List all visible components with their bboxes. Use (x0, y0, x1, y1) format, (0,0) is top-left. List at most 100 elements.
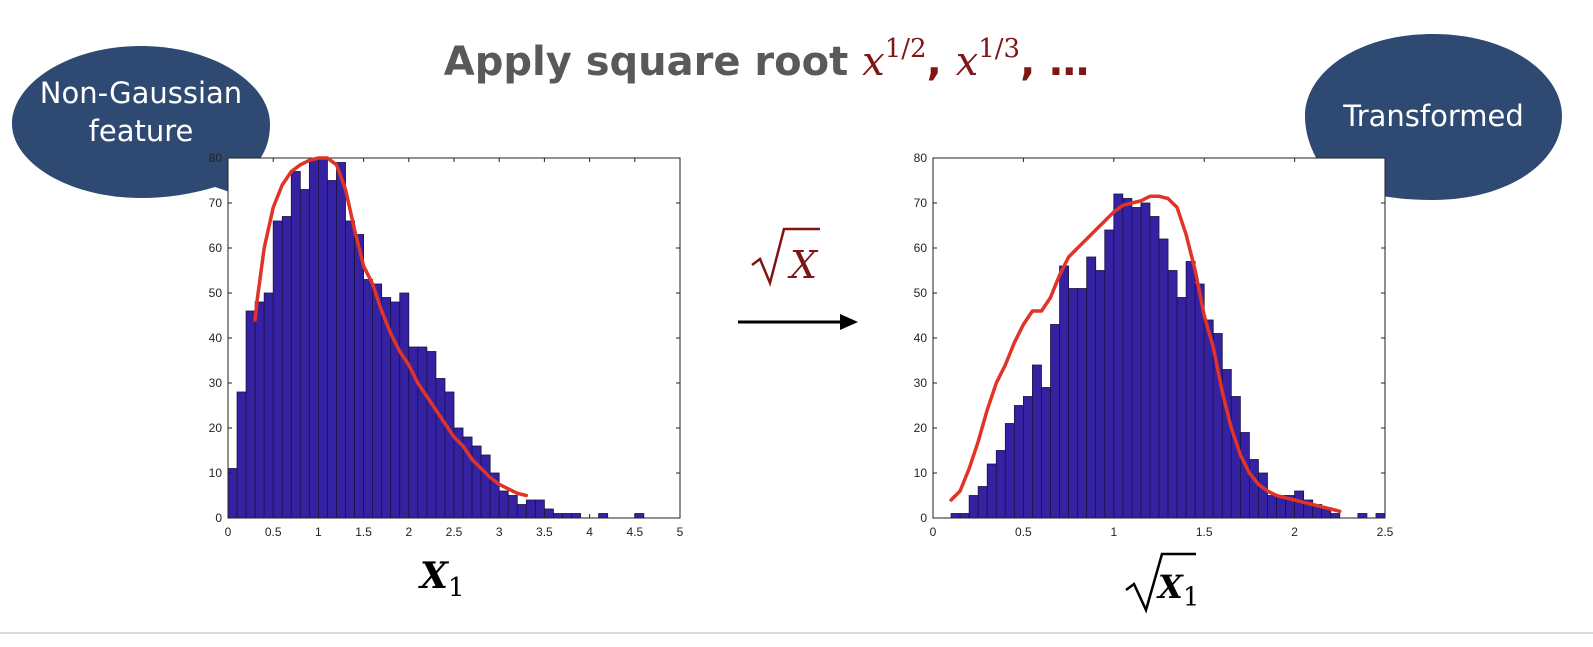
left-bar (426, 351, 437, 519)
right-bar (1041, 387, 1051, 519)
left-fit-curve (253, 156, 529, 498)
right-bar (1022, 396, 1033, 519)
left-x-tick-label: 3.5 (536, 525, 553, 539)
title-term-1: x1/2 (862, 34, 926, 85)
left-bar (516, 504, 527, 519)
right-y-tick-label: 80 (914, 151, 928, 165)
title-term-2-exp: 1/3 (978, 34, 1021, 64)
left-y-tick-label: 50 (209, 286, 223, 300)
title-ellipsis: … (1049, 39, 1090, 85)
right-bar (1032, 364, 1042, 519)
right-x-tick-label: 0 (930, 525, 937, 539)
right-y-tick-label: 70 (914, 196, 928, 210)
right-bar (1158, 238, 1169, 519)
title-term-1-exp: 1/2 (884, 34, 927, 64)
right-bar (1131, 207, 1142, 519)
title-term-2: x1/3 (955, 34, 1020, 85)
left-x-tick-label: 2 (405, 525, 412, 539)
transform-radicand: X (790, 243, 818, 287)
left-bar (272, 220, 283, 519)
left-bar (236, 391, 247, 519)
right-bar (950, 513, 961, 519)
left-bar (525, 499, 536, 519)
left-x-tick-label: 0 (225, 525, 232, 539)
right-bar (1330, 513, 1341, 519)
right-bar (1203, 319, 1214, 519)
left-bar (435, 378, 446, 519)
right-bar (1167, 270, 1178, 519)
title-term-2-base: x (955, 39, 979, 85)
left-y-tick-label: 30 (209, 376, 223, 390)
left-bar (444, 391, 455, 519)
right-bar (1149, 216, 1160, 519)
left-x-tick-label: 3 (496, 525, 503, 539)
left-bar (308, 157, 319, 519)
left-bar (327, 180, 337, 519)
right-histogram-chart: 0 0.5 1 1.5 2 2.5 0 10 20 30 40 50 60 70 80 (914, 151, 1394, 539)
left-x-label-symbol: X (420, 555, 448, 597)
left-bar (480, 454, 491, 519)
left-x-tick-label: 0.5 (265, 525, 282, 539)
left-bar (354, 234, 364, 519)
left-bar (372, 283, 383, 519)
left-bubble-label: Non-Gaussian feature (12, 74, 270, 150)
left-y-tick-label: 80 (209, 151, 223, 165)
left-x-tick-label: 1 (315, 525, 322, 539)
right-y-tick-label: 40 (914, 331, 928, 345)
right-bar (959, 513, 970, 519)
left-y-tick-label: 70 (209, 196, 223, 210)
right-x-tick-label: 0.5 (1015, 525, 1032, 539)
right-bar (1194, 283, 1205, 519)
title-term-1-base: x (862, 39, 885, 85)
left-bubble-line-1: Non-Gaussian (39, 76, 243, 110)
right-bar (1176, 297, 1187, 519)
title-sep-2: , (1020, 39, 1050, 85)
right-fit-curve (949, 194, 1342, 514)
right-y-tick-label: 0 (920, 511, 927, 525)
right-bar (1104, 229, 1115, 519)
right-bar (1059, 265, 1069, 519)
right-bar (1258, 472, 1268, 519)
right-bar (1248, 459, 1259, 519)
right-x-tick-label: 2.5 (1377, 525, 1394, 539)
left-bar (336, 162, 346, 519)
left-bar (598, 513, 609, 519)
transform-sqrt-icon (751, 227, 820, 287)
left-bar (345, 220, 355, 519)
right-bubble-label: Transformed (1305, 97, 1562, 135)
right-bar (1375, 513, 1386, 519)
right-x-axis-label: X1 (1158, 568, 1199, 612)
right-bar (1122, 198, 1133, 519)
right-bar (1095, 270, 1106, 519)
transform-label: X (750, 225, 840, 295)
left-bar (553, 513, 563, 519)
right-x-tick-label: 2 (1291, 525, 1298, 539)
title-sep-1: , (926, 39, 956, 85)
right-bar (1294, 490, 1305, 519)
left-bar (254, 301, 265, 519)
left-y-tick-label: 60 (209, 241, 223, 255)
left-bar (571, 513, 581, 519)
right-bar (1357, 513, 1368, 519)
left-bar (263, 292, 274, 519)
right-bar (977, 486, 988, 519)
right-bar (1267, 495, 1277, 519)
right-bar (995, 450, 1006, 519)
left-bar (543, 508, 554, 519)
left-bar (299, 189, 310, 519)
left-bar (363, 279, 374, 519)
right-bar (1239, 432, 1250, 519)
left-bar (245, 310, 256, 519)
right-y-tick-label: 10 (914, 466, 928, 480)
right-bubble-line-1: Transformed (1343, 99, 1524, 133)
left-bubble-line-2: feature (88, 114, 194, 148)
left-bar (471, 445, 482, 519)
right-bar (1140, 202, 1151, 519)
left-speech-bubble-shape (12, 46, 270, 203)
left-y-tick-label: 20 (209, 421, 223, 435)
left-bar (507, 495, 518, 519)
left-bar (562, 513, 572, 519)
right-y-tick-label: 30 (914, 376, 928, 390)
left-bar (534, 499, 545, 519)
